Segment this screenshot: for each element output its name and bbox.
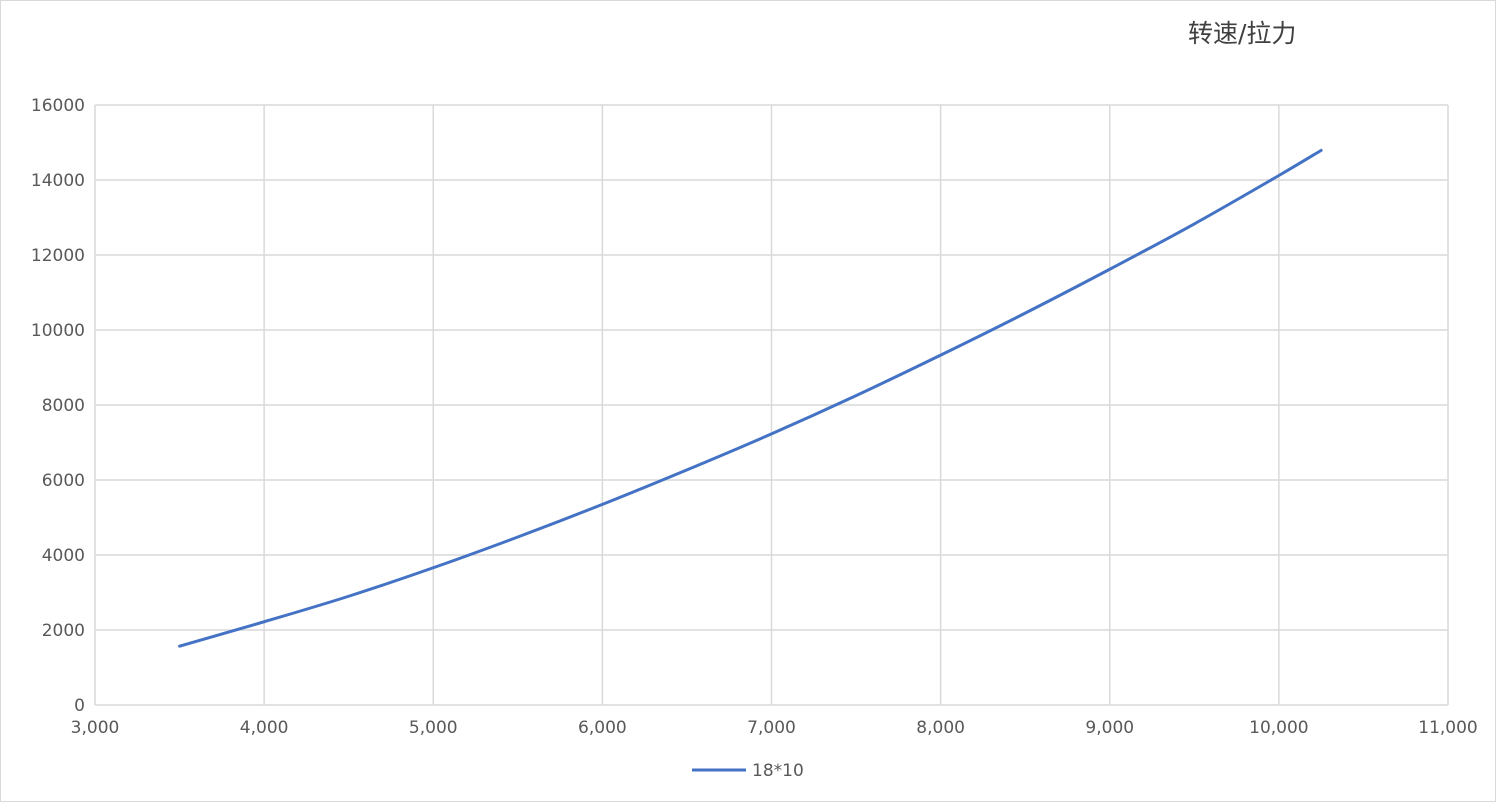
x-tick-label: 4,000 [240, 718, 289, 738]
y-tick-label: 14000 [31, 171, 85, 191]
y-tick-label: 16000 [31, 96, 85, 116]
x-tick-label: 10,000 [1249, 718, 1308, 738]
x-tick-label: 11,000 [1418, 718, 1477, 738]
y-tick-label: 8000 [42, 396, 85, 416]
x-tick-label: 7,000 [747, 718, 796, 738]
series-layer [178, 148, 1323, 648]
x-tick-label: 3,000 [71, 718, 120, 738]
y-tick-label: 0 [74, 696, 85, 716]
x-tick-label: 8,000 [916, 718, 965, 738]
grid-lines [94, 104, 1449, 706]
legend: 18*10 [692, 761, 804, 781]
chart-title: 转速/拉力 [1188, 19, 1297, 48]
x-tick-label: 6,000 [578, 718, 627, 738]
y-tick-label: 6000 [42, 471, 85, 491]
y-tick-label: 4000 [42, 546, 85, 566]
x-tick-label: 9,000 [1085, 718, 1134, 738]
series-line [178, 148, 1323, 648]
y-tick-label: 2000 [42, 621, 85, 641]
legend-label: 18*10 [752, 761, 804, 781]
y-tick-label: 10000 [31, 321, 85, 341]
x-axis-ticks: 3,000 4,000 5,000 6,000 7,000 8,000 9,000 10,00… [71, 718, 1478, 738]
y-tick-label: 12000 [31, 246, 85, 266]
y-axis-ticks: 0 2000 4000 6000 8000 10000 12000 14000 16000 [31, 96, 85, 716]
x-tick-label: 5,000 [409, 718, 458, 738]
